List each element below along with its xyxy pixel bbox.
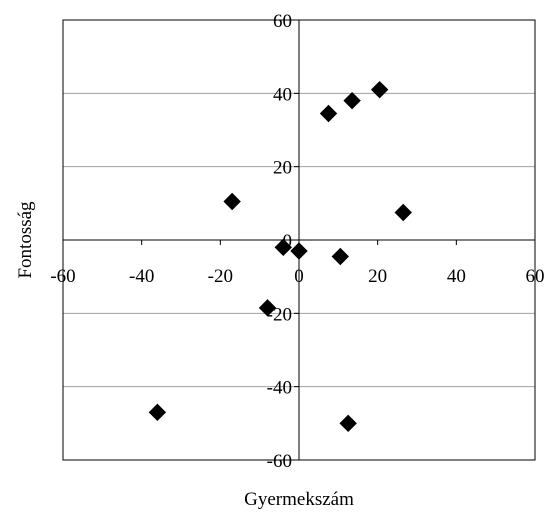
data-point (258, 299, 277, 317)
x-tick-label: -40 (129, 266, 154, 287)
data-points (148, 80, 412, 433)
y-tick-label: 20 (273, 158, 292, 179)
y-tick-label: 0 (283, 231, 293, 252)
data-point (394, 203, 412, 222)
data-point (319, 104, 338, 123)
y-tick-label: -40 (267, 378, 292, 399)
x-tick-label: -60 (50, 266, 75, 287)
x-axis-title: Gyermekszám (244, 489, 354, 510)
data-point (274, 238, 292, 257)
data-point (370, 80, 389, 99)
y-axis-title: Fontosság (15, 201, 36, 279)
data-point (331, 247, 350, 266)
y-tick-label: 60 (273, 11, 292, 32)
data-point (223, 192, 241, 211)
x-tick-label: -20 (208, 266, 233, 287)
x-tick-label: 0 (294, 266, 304, 287)
x-tick-label: 20 (368, 266, 387, 287)
data-point (148, 403, 167, 422)
x-tick-label: 60 (526, 266, 545, 287)
x-axis-ticks: -60 -40 -20 0 20 40 60 (50, 240, 545, 287)
x-tick-label: 40 (447, 266, 466, 287)
y-tick-label: -60 (267, 451, 292, 472)
data-point (290, 242, 308, 260)
data-point (343, 91, 361, 110)
data-point (339, 414, 357, 433)
y-tick-label: 40 (273, 84, 292, 105)
